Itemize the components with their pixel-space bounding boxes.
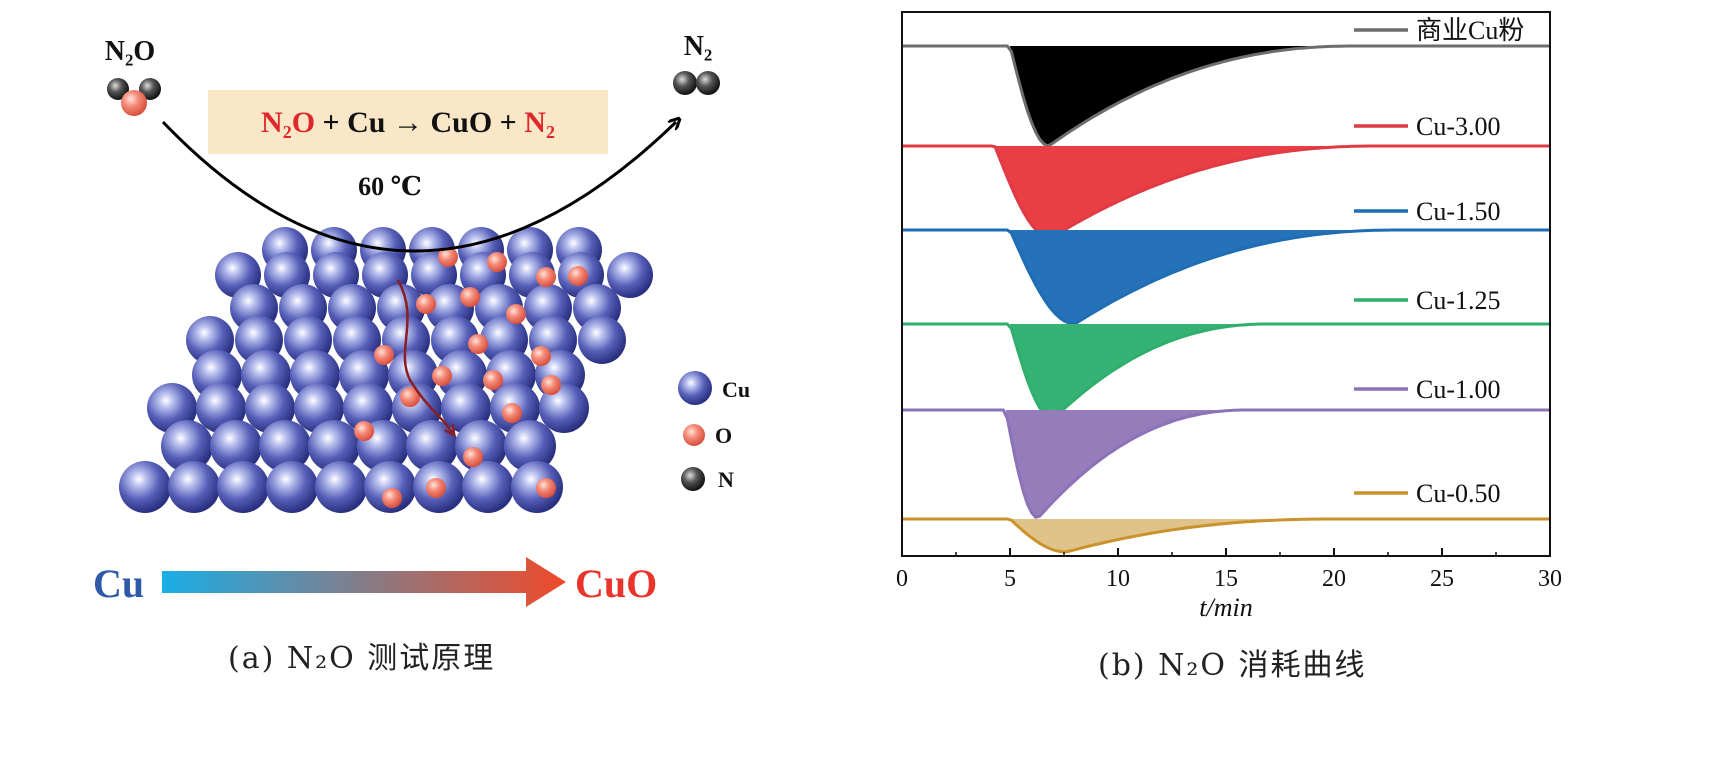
series-line-0 (902, 44, 1550, 148)
x-tick-label: 30 (1538, 566, 1562, 592)
x-tick-label: 20 (1322, 566, 1346, 592)
o-atom (416, 294, 436, 314)
cu-particle (217, 461, 269, 513)
cu-particle (161, 420, 213, 472)
x-tick-label: 5 (1004, 566, 1016, 592)
x-tick-label: 10 (1106, 566, 1130, 592)
cu-particle (607, 252, 653, 298)
o-atom (463, 447, 483, 467)
n2-molecule-icon (673, 71, 720, 95)
reaction-path-arrow (161, 122, 676, 253)
caption-b: (b) N₂O 消耗曲线 (1098, 648, 1367, 683)
o-atom (460, 287, 480, 307)
reaction-equation: N₂O + Cu → CuO + N₂ (261, 106, 555, 139)
legend-label-1: Cu-3.00 (1416, 112, 1501, 141)
series-line-5 (902, 517, 1550, 554)
cu-particle (308, 420, 360, 472)
cu-particle (539, 383, 589, 433)
legend-label-2: Cu-1.50 (1416, 197, 1501, 226)
n-atom-icon (681, 467, 705, 491)
legend-label-5: Cu-0.50 (1416, 479, 1501, 508)
cu-particle (578, 316, 626, 364)
cu-to-cuo-gradient-arrow (162, 557, 566, 607)
legend-label-0: 商业Cu粉 (1416, 16, 1524, 45)
gradient-start-label: Cu (93, 561, 144, 606)
o-atom (536, 478, 556, 498)
legend-n-label: N (718, 467, 734, 492)
o-atom (536, 267, 556, 287)
o-atom (502, 403, 522, 423)
x-tick-label: 0 (896, 566, 908, 592)
atom-legend: Cu O N (678, 371, 750, 492)
cu-particle (266, 461, 318, 513)
reactant-label: N₂O (105, 36, 155, 67)
series-line-4 (902, 408, 1550, 519)
mechanism-diagram: N₂O N₂ N₂O + Cu → CuO + N₂ 60 ℃ Cu O N (93, 31, 750, 607)
o-atom (438, 247, 458, 267)
panel-a-mechanism: N₂O N₂ N₂O + Cu → CuO + N₂ 60 ℃ Cu O N (93, 31, 750, 676)
o-atom (531, 346, 551, 366)
legend-o-label: O (715, 423, 732, 448)
temperature-label: 60 ℃ (358, 172, 422, 201)
o-atom (382, 488, 402, 508)
equation-box (208, 90, 608, 154)
cu-particle (504, 420, 556, 472)
series-fill-1 (994, 146, 1378, 238)
series-fill-2 (1010, 230, 1399, 324)
legend-label-4: Cu-1.00 (1416, 375, 1501, 404)
o-atom (426, 478, 446, 498)
x-tick-label: 25 (1430, 566, 1454, 592)
cu-particle (462, 461, 514, 513)
o-atom (432, 366, 452, 386)
series-fill-4 (1005, 410, 1248, 518)
o-atom (483, 370, 503, 390)
o-atom (541, 375, 561, 395)
series-fill-0 (1010, 46, 1356, 146)
series-line-3 (902, 322, 1550, 421)
cu-particle-cluster (119, 227, 653, 513)
o-atom (400, 387, 420, 407)
cu-particle (364, 461, 416, 513)
o-atom (374, 345, 394, 365)
cu-particle (315, 461, 367, 513)
series-fill-5 (1010, 519, 1334, 552)
o-atom (506, 304, 526, 324)
o-atom (354, 421, 374, 441)
series-fill-3 (1010, 324, 1270, 419)
o-atom-icon (683, 424, 705, 446)
o-atom (487, 252, 507, 272)
series-line-2 (902, 228, 1550, 326)
cu-particle (168, 461, 220, 513)
x-tick-label: 15 (1214, 566, 1238, 592)
equation-reactant: N₂O (261, 106, 315, 139)
equation-middle: + Cu → CuO + (315, 106, 524, 139)
o-atom (468, 334, 488, 354)
legend-label-3: Cu-1.25 (1416, 286, 1501, 315)
gradient-end-label: CuO (575, 561, 657, 606)
equation-product: N₂ (524, 106, 555, 139)
cu-particle (210, 420, 262, 472)
legend-cu-label: Cu (722, 377, 750, 402)
x-axis-label: t/min (1199, 593, 1252, 622)
cu-particle (259, 420, 311, 472)
plot-frame (901, 11, 1551, 557)
cu-atom-icon (678, 371, 712, 405)
product-label: N₂ (684, 31, 713, 62)
n2o-molecule-icon (107, 78, 161, 116)
caption-a: (a) N₂O 测试原理 (228, 641, 496, 676)
series-line-1 (902, 144, 1550, 240)
oxygen-diffusion-arrow (396, 279, 452, 432)
cu-particle (119, 461, 171, 513)
o-atom (568, 266, 588, 286)
